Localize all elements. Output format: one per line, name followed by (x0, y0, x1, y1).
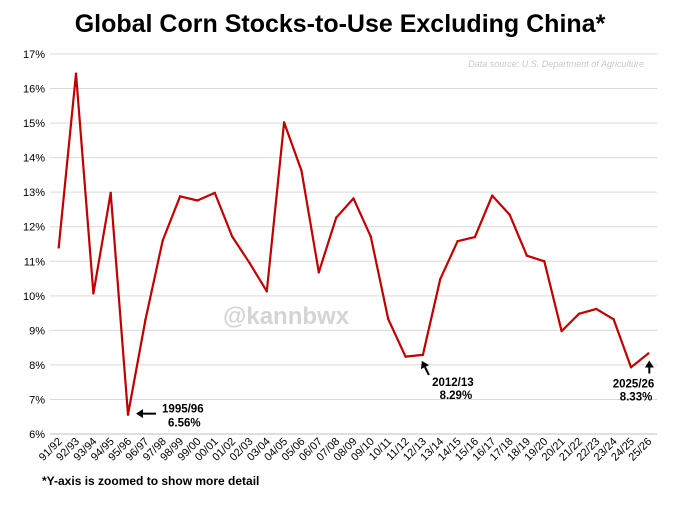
data-point (577, 312, 581, 315)
data-point (265, 290, 268, 293)
data-point (560, 329, 563, 333)
data-point (109, 191, 112, 195)
annotation-arrow-2025 (644, 360, 654, 374)
data-point (334, 216, 338, 219)
annotation-label-2025: 2025/26 (613, 379, 655, 391)
data-point (57, 246, 60, 249)
data-point (439, 278, 442, 281)
series-line-layer (57, 72, 649, 416)
y-tick-label: 15% (23, 118, 45, 130)
chart-title: Global Corn Stocks-to-Use Excluding Chin… (74, 10, 606, 38)
data-point (595, 307, 598, 311)
data-point (196, 199, 199, 202)
data-point (352, 197, 355, 200)
data-point (404, 355, 407, 358)
annotation-label-2012: 2012/13 (432, 377, 474, 389)
y-tick-label: 13% (23, 187, 45, 199)
data-point (230, 235, 234, 238)
data-point (317, 271, 321, 274)
data-point (612, 318, 615, 321)
data-point (300, 169, 303, 172)
annotation-arrow-2012 (420, 360, 430, 376)
y-tick-label: 9% (29, 325, 45, 337)
y-tick-label: 11% (24, 256, 45, 268)
data-point (282, 121, 286, 124)
data-point (92, 292, 95, 295)
data-point (144, 318, 147, 322)
data-point (543, 260, 546, 263)
data-point (161, 239, 164, 242)
y-tick-label: 16% (23, 84, 45, 96)
annotation-value-1995: 6.56% (168, 418, 201, 430)
data-point (525, 254, 529, 257)
y-tick-label: 6% (29, 429, 45, 441)
data-point (213, 191, 216, 195)
data-point (421, 353, 425, 357)
data-point (248, 261, 251, 264)
annotation-label-1995: 1995/96 (162, 404, 204, 416)
watermark: @kannbwx (223, 303, 350, 330)
data-point (74, 72, 78, 75)
data-point (369, 235, 373, 238)
y-tick-label: 12% (23, 222, 45, 234)
series-line (57, 72, 649, 416)
data-point (178, 195, 182, 198)
data-point (386, 317, 390, 321)
data-point-layer (57, 72, 650, 416)
y-axis: 6% 7% 8% 9% 10% 11% 12% 13% 14% 15% 16% 17% (23, 49, 45, 441)
data-point (126, 413, 130, 416)
y-tick-label: 17% (23, 49, 45, 61)
annotation-arrow-1995 (136, 409, 157, 419)
y-tick-label: 10% (23, 291, 45, 303)
y-tick-label: 14% (23, 153, 45, 165)
data-point (456, 240, 459, 243)
data-point (473, 235, 477, 239)
data-point (491, 194, 494, 197)
data-point (508, 213, 511, 216)
annotation-layer: 1995/96 6.56% 2012/138.29% 2025/268.33% (136, 360, 655, 430)
source-note: Data source: U.S. Department of Agricult… (468, 59, 644, 69)
grid-layer (50, 53, 657, 400)
data-point (629, 366, 633, 369)
y-tick-label: 8% (29, 360, 45, 372)
y-tick-label: 7% (29, 394, 45, 406)
annotation-value-2025: 8.33% (620, 392, 653, 404)
annotation-value-2012: 8.29% (440, 390, 473, 402)
data-point (647, 352, 650, 355)
footnote: *Y-axis is zoomed to show more detail (42, 474, 260, 488)
x-axis: 91/9292/9393/9494/9595/9696/9797/9898/99… (37, 433, 657, 464)
